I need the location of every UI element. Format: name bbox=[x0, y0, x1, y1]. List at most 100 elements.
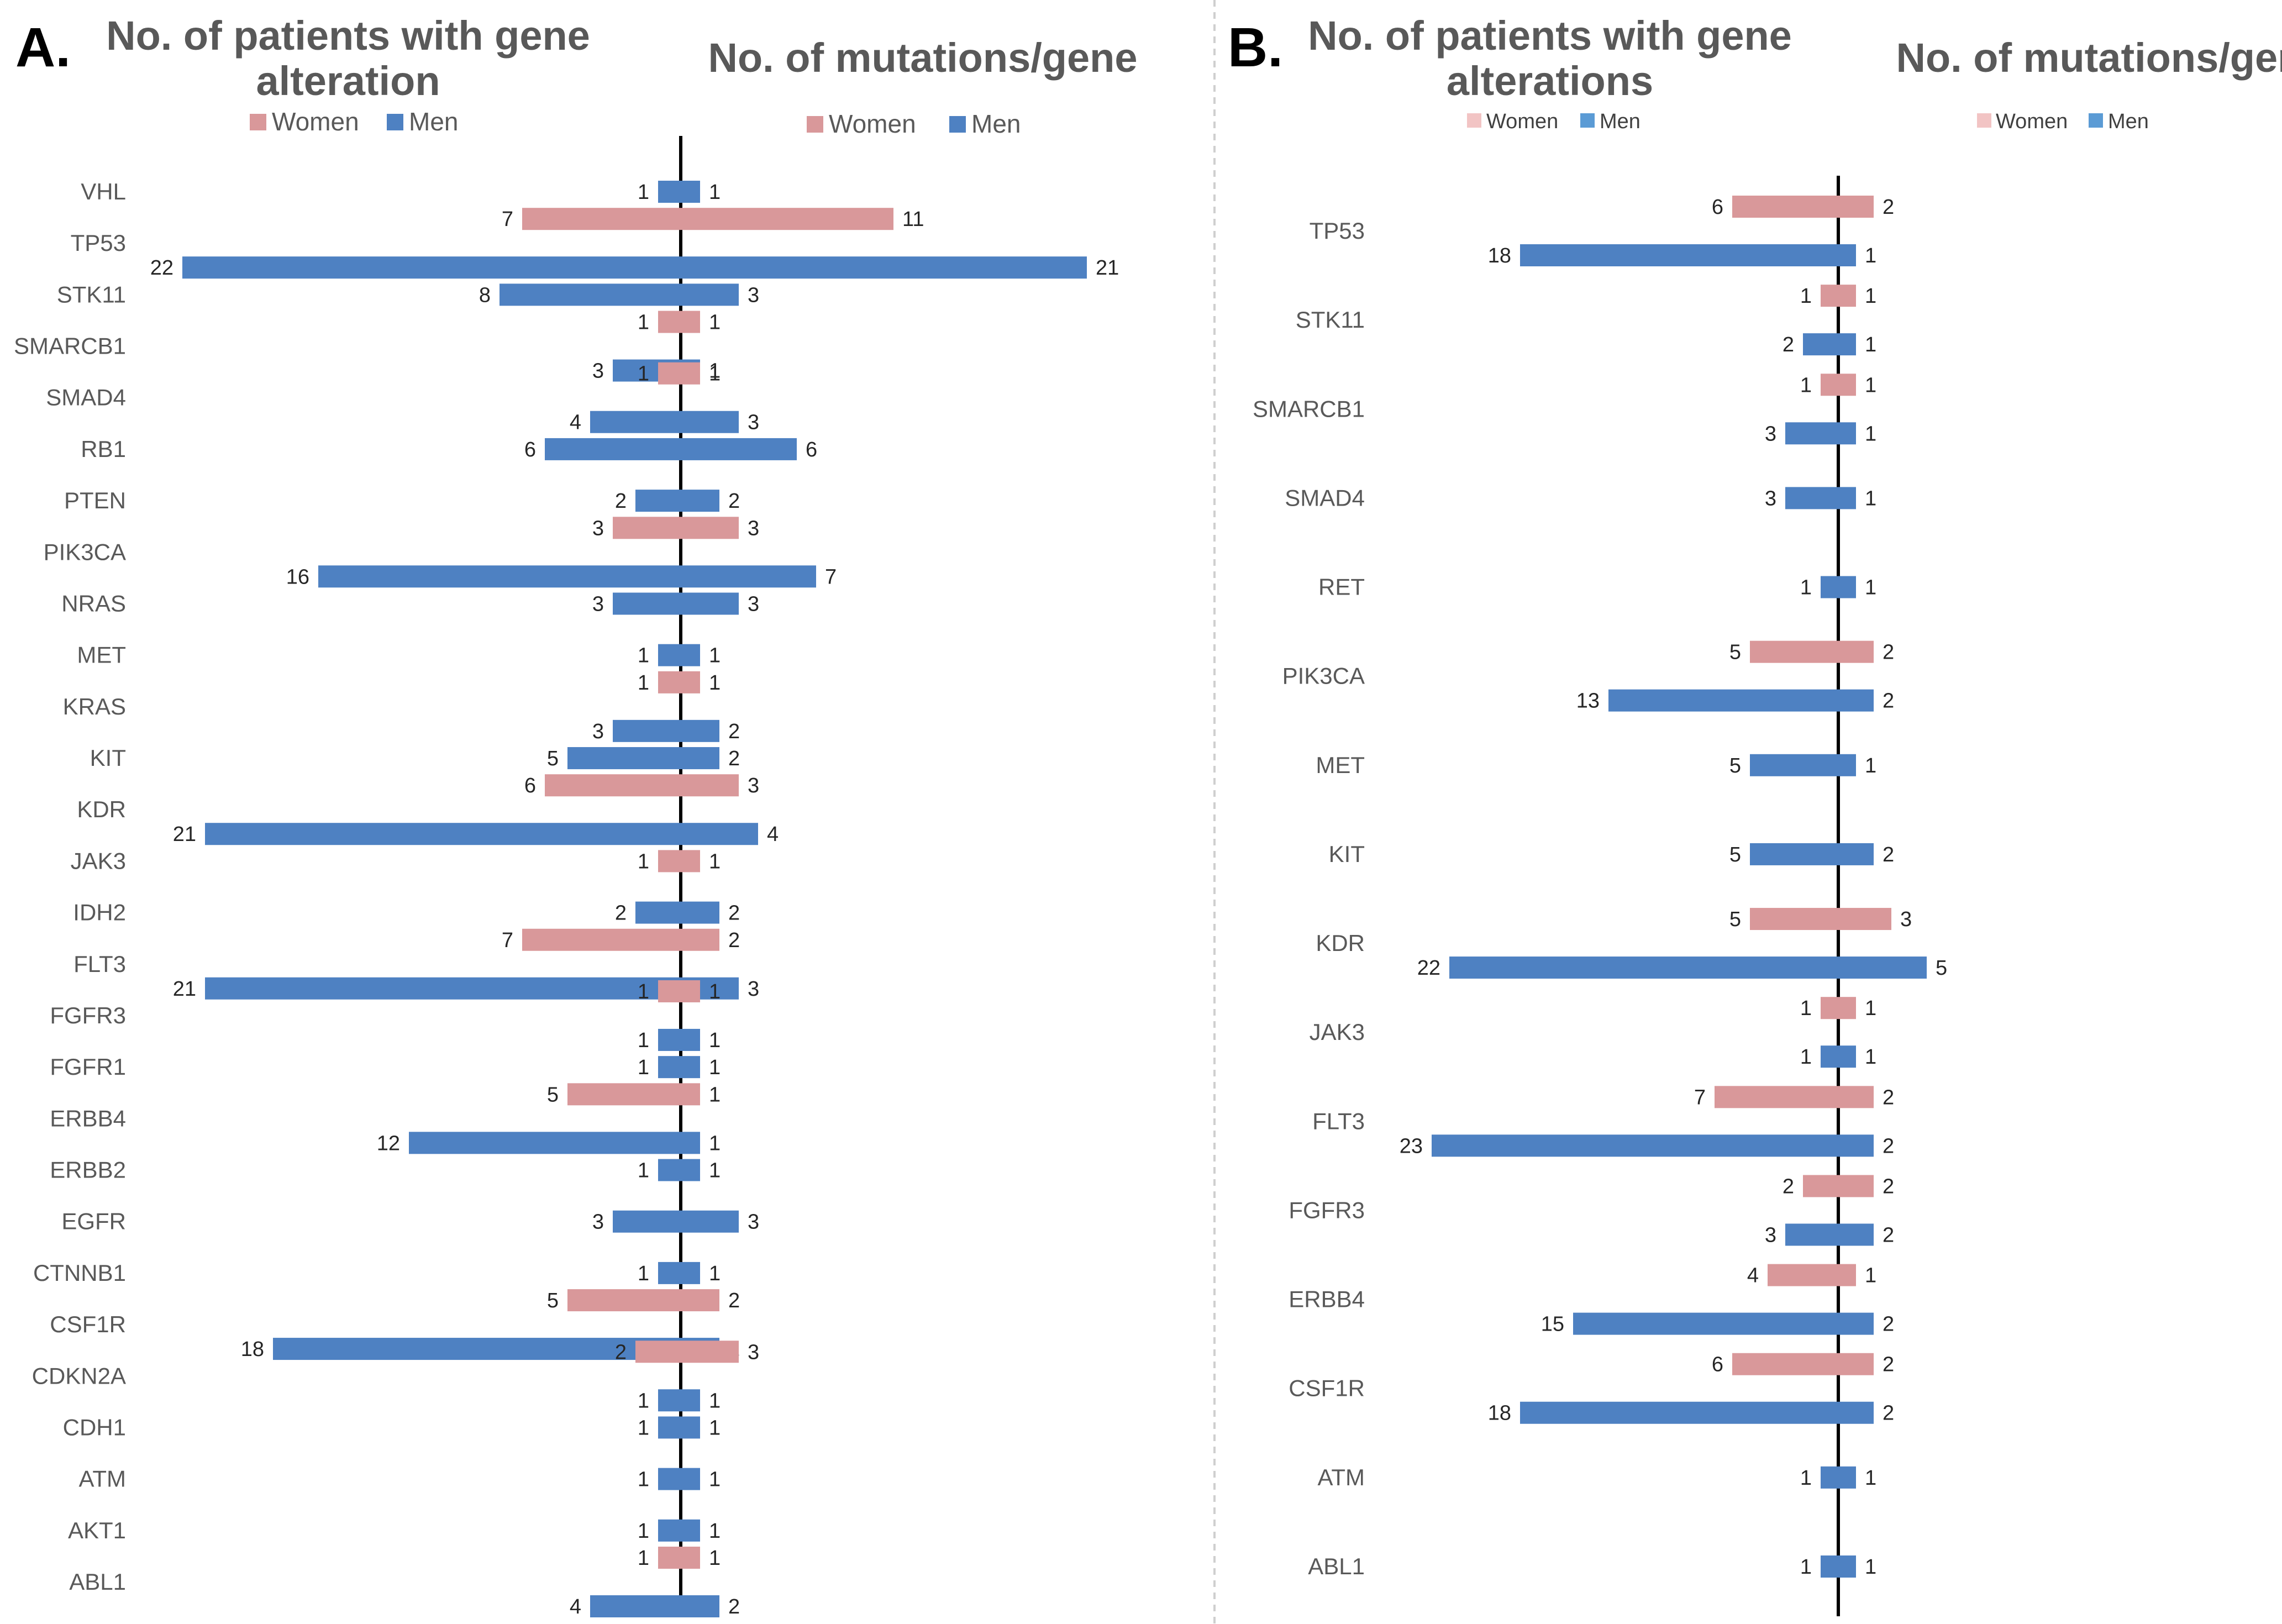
data-label-women-mutations: 3 bbox=[1900, 908, 1912, 931]
data-label-men-mutations: 3 bbox=[748, 1211, 759, 1234]
data-label-men-patients: 5 bbox=[547, 747, 559, 770]
panel-b-left-legend: Women Men bbox=[1467, 110, 1640, 133]
panel-b-right-title: No. of mutations/gene bbox=[1896, 35, 2282, 81]
data-label-women-patients: 2 bbox=[1783, 1175, 1794, 1198]
gene-row-kit: KIT 5 2 bbox=[1329, 841, 1894, 867]
data-label-men-patients: 1 bbox=[1800, 576, 1812, 600]
gene-label: VHL bbox=[81, 178, 126, 204]
bar-men-patients bbox=[658, 1056, 681, 1079]
data-label-men-patients: 1 bbox=[638, 1029, 649, 1052]
gene-row-nras: NRAS 3 3 bbox=[61, 590, 759, 616]
data-label-women-mutations: 2 bbox=[1883, 1175, 1894, 1198]
bar-men-patients bbox=[658, 644, 681, 666]
gene-row-csf1r: CSF1R 5 2 18 2 bbox=[50, 1289, 740, 1361]
data-label-women-patients: 5 bbox=[1729, 641, 1741, 664]
gene-label: JAK3 bbox=[71, 848, 126, 874]
data-label-men-patients: 21 bbox=[173, 823, 196, 846]
bar-men-patients bbox=[273, 1338, 681, 1360]
bar-men-mutations bbox=[681, 256, 1087, 279]
gene-row-fgfr3: FGFR3 2 2 3 2 bbox=[1289, 1175, 1894, 1247]
data-label-men-mutations: 1 bbox=[1865, 333, 1876, 356]
data-label-men-patients: 2 bbox=[615, 490, 627, 513]
bar-women-mutations bbox=[681, 362, 700, 385]
data-label-women-mutations: 2 bbox=[1883, 641, 1894, 664]
gene-row-jak3: JAK3 1 1 bbox=[71, 848, 721, 874]
gene-row-stk11: STK11 8 3 bbox=[57, 281, 759, 307]
gene-label: MET bbox=[1316, 752, 1365, 778]
data-label-women-patients: 6 bbox=[1712, 196, 1723, 219]
data-label-women-mutations: 1 bbox=[1865, 374, 1876, 397]
bar-women-mutations bbox=[1838, 374, 1856, 396]
panel-b-right-legend: Women Men bbox=[1977, 110, 2149, 133]
data-label-men-mutations: 1 bbox=[1865, 1045, 1876, 1069]
data-label-men-mutations: 1 bbox=[709, 1416, 721, 1439]
gene-row-abl1: ABL1 1 1 bbox=[1308, 1553, 1876, 1579]
bar-men-mutations bbox=[681, 1159, 700, 1181]
gene-label: ERBB4 bbox=[50, 1105, 126, 1131]
gene-row-fgfr1: FGFR1 1 1 bbox=[50, 1054, 721, 1080]
data-label-women-mutations: 2 bbox=[728, 1289, 740, 1312]
data-label-women-patients: 6 bbox=[524, 774, 536, 797]
data-label-men-mutations: 2 bbox=[1883, 1223, 1894, 1247]
data-label-women-mutations: 1 bbox=[709, 980, 721, 1003]
data-label-men-patients: 18 bbox=[1488, 1402, 1511, 1425]
data-label-women-mutations: 1 bbox=[709, 1547, 721, 1570]
bar-women-mutations bbox=[1838, 1264, 1856, 1286]
bar-men-patients bbox=[1785, 1223, 1838, 1246]
panel-a-left-legend: Women Men bbox=[250, 107, 458, 136]
gene-label: PIK3CA bbox=[44, 539, 126, 565]
data-label-men-mutations: 2 bbox=[728, 1595, 740, 1618]
gene-row-met: MET 5 1 bbox=[1316, 752, 1876, 778]
data-label-women-patients: 1 bbox=[638, 1547, 649, 1570]
bar-men-patients bbox=[1821, 576, 1838, 598]
data-label-men-mutations: 3 bbox=[748, 592, 759, 616]
data-label-men-mutations: 1 bbox=[1865, 576, 1876, 600]
gene-label: JAK3 bbox=[1310, 1019, 1365, 1045]
gene-row-egfr: EGFR 3 3 bbox=[61, 1208, 759, 1234]
bar-women-mutations bbox=[681, 980, 700, 1002]
bar-men-patients bbox=[590, 1595, 681, 1617]
bar-women-mutations bbox=[681, 517, 739, 539]
data-label-men-mutations: 1 bbox=[709, 644, 721, 668]
gene-row-ret: RET 1 1 bbox=[1318, 574, 1876, 600]
gene-label: CSF1R bbox=[1289, 1375, 1365, 1401]
legend-label-women: Women bbox=[1486, 110, 1558, 133]
data-label-men-mutations: 5 bbox=[1936, 956, 1947, 980]
bar-women-patients bbox=[635, 1341, 681, 1363]
data-label-men-patients: 3 bbox=[592, 360, 604, 383]
data-label-men-mutations: 1 bbox=[1865, 487, 1876, 510]
bar-women-mutations bbox=[1838, 997, 1856, 1019]
data-label-men-patients: 8 bbox=[479, 283, 491, 307]
bar-men-patients bbox=[590, 411, 681, 433]
gene-row-smad4: SMAD4 3 1 bbox=[1285, 485, 1876, 511]
data-label-men-patients: 1 bbox=[638, 1468, 649, 1491]
data-label-men-patients: 21 bbox=[173, 977, 196, 1001]
data-label-men-patients: 3 bbox=[1765, 487, 1776, 510]
gene-label: SMAD4 bbox=[46, 385, 126, 411]
data-label-men-mutations: 1 bbox=[1865, 754, 1876, 777]
bar-women-patients bbox=[522, 928, 681, 951]
bar-men-mutations bbox=[681, 490, 719, 512]
data-label-men-patients: 1 bbox=[1800, 1045, 1812, 1069]
gene-label: STK11 bbox=[1296, 307, 1365, 333]
bar-women-mutations bbox=[681, 208, 893, 230]
data-label-women-mutations: 2 bbox=[1883, 196, 1894, 219]
bar-men-mutations bbox=[681, 565, 816, 588]
data-label-women-patients: 1 bbox=[638, 850, 649, 873]
data-label-men-patients: 5 bbox=[1729, 754, 1741, 777]
legend-swatch-women bbox=[807, 116, 823, 133]
bar-men-mutations bbox=[681, 1056, 700, 1079]
gene-row-erbb2: ERBB2 1 1 bbox=[50, 1157, 721, 1183]
data-label-men-mutations: 1 bbox=[1865, 1555, 1876, 1579]
bar-men-patients bbox=[545, 438, 681, 460]
bar-women-mutations bbox=[1838, 1175, 1874, 1197]
data-label-men-patients: 2 bbox=[615, 902, 627, 925]
gene-label: KDR bbox=[77, 796, 126, 822]
bar-women-mutations bbox=[681, 928, 719, 951]
data-label-men-patients: 1 bbox=[1800, 1467, 1812, 1490]
gene-label: ERBB2 bbox=[50, 1157, 126, 1183]
bar-men-patients bbox=[182, 256, 681, 279]
